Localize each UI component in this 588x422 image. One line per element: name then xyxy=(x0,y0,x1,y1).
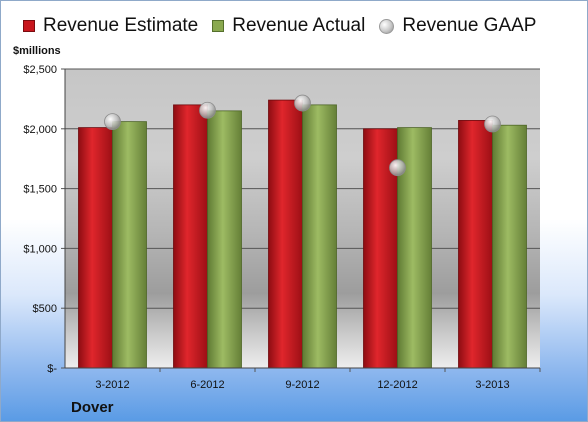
company-name: Dover xyxy=(71,399,114,416)
legend-item-actual: Revenue Actual xyxy=(212,15,365,37)
legend-label-estimate: Revenue Estimate xyxy=(43,15,199,36)
point-revenue-gaap xyxy=(294,94,311,112)
bar-revenue-actual xyxy=(492,124,527,369)
x-tick-label: 9-2012 xyxy=(285,379,319,391)
legend-label-gaap: Revenue GAAP xyxy=(402,15,537,36)
x-tick-label: 12-2012 xyxy=(377,379,417,391)
legend: Revenue Estimate Revenue Actual Revenue … xyxy=(23,15,550,37)
legend-marker-gaap xyxy=(379,18,395,34)
bar-revenue-actual xyxy=(302,104,337,369)
legend-swatch-estimate xyxy=(23,20,35,32)
y-tick-label: $1,000 xyxy=(23,243,57,255)
legend-swatch-actual xyxy=(212,20,225,32)
y-tick-label: $500 xyxy=(33,303,57,315)
point-revenue-gaap xyxy=(484,115,501,133)
legend-item-gaap: Revenue GAAP xyxy=(379,15,536,37)
point-revenue-gaap xyxy=(389,159,406,177)
y-tick-label: $2,000 xyxy=(23,124,57,136)
x-tick-label: 6-2012 xyxy=(190,379,224,391)
point-revenue-gaap xyxy=(199,101,216,119)
x-tick-label: 3-2013 xyxy=(475,379,509,391)
bar-revenue-estimate xyxy=(458,120,493,369)
y-tick-label: $- xyxy=(47,363,57,375)
x-tick-label: 3-2012 xyxy=(95,379,129,391)
legend-label-actual: Revenue Actual xyxy=(232,15,366,36)
bar-revenue-estimate xyxy=(78,127,113,369)
bar-revenue-actual xyxy=(207,110,242,369)
bar-revenue-estimate xyxy=(173,104,208,369)
y-tick-label: $2,500 xyxy=(23,64,57,76)
y-tick-label: $1,500 xyxy=(23,184,57,196)
bar-revenue-actual xyxy=(112,121,147,369)
point-revenue-gaap xyxy=(104,113,121,131)
legend-item-estimate: Revenue Estimate xyxy=(23,15,198,37)
y-axis-unit-label: $millions xyxy=(13,45,61,57)
bar-revenue-estimate xyxy=(268,99,303,369)
